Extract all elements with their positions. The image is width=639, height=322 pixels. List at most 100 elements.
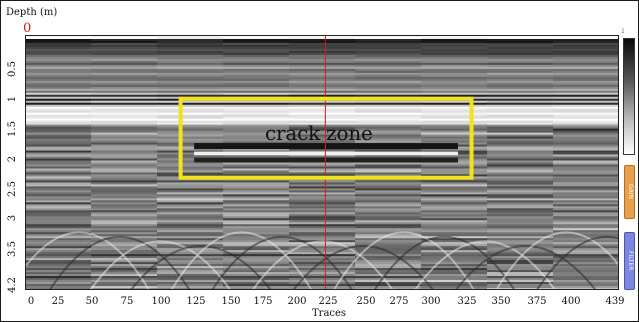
- reflection-band: [421, 134, 488, 138]
- reflection-band: [421, 122, 488, 126]
- crack-zone-box[interactable]: [178, 96, 474, 180]
- reflection-band: [487, 248, 554, 251]
- reflection-band: [421, 286, 488, 289]
- reflection-band: [25, 90, 92, 94]
- reflection-band: [355, 198, 422, 201]
- hyperbola-reflection: [48, 236, 191, 290]
- reflection-band: [289, 78, 356, 82]
- reflection-band: [487, 188, 554, 191]
- filter-tab[interactable]: FILTER: [624, 232, 635, 290]
- reflection-band: [289, 72, 356, 76]
- reflection-band: [25, 132, 92, 136]
- reflection-band: [223, 194, 290, 197]
- reflection-band: [157, 130, 224, 134]
- reflection-band: [487, 104, 554, 108]
- reflection-band: [553, 270, 619, 273]
- reflection-band: [223, 216, 290, 219]
- reflection-band: [289, 282, 356, 285]
- reflection-band: [91, 66, 158, 70]
- reflection-band: [355, 60, 422, 64]
- reflection-band: [553, 280, 619, 283]
- reflection-band: [289, 196, 356, 199]
- reflection-band: [25, 186, 92, 189]
- reflection-band: [487, 158, 554, 162]
- reflection-band: [289, 52, 356, 56]
- reflection-band: [487, 110, 554, 114]
- crack-zone-label: crack zone: [265, 121, 373, 145]
- reflection-band: [487, 206, 554, 209]
- reflection-band: [25, 170, 92, 174]
- reflection-band: [553, 160, 619, 164]
- reflection-band: [487, 168, 554, 172]
- reflection-band: [553, 244, 619, 247]
- reflection-band: [289, 228, 356, 231]
- reflection-band: [25, 254, 92, 257]
- reflection-band: [421, 278, 488, 281]
- reflection-band: [355, 128, 422, 132]
- reflection-band: [289, 222, 356, 225]
- reflection-band: [25, 248, 92, 251]
- reflection-band: [91, 130, 158, 134]
- reflection-band: [91, 246, 158, 249]
- reflection-band: [553, 44, 619, 48]
- reflection-band: [25, 168, 92, 172]
- reflection-band: [355, 56, 422, 60]
- reflection-band: [223, 78, 290, 82]
- reflection-band: [487, 118, 554, 122]
- reflection-band: [487, 94, 554, 98]
- reflection-band: [289, 122, 356, 126]
- reflection-band: [91, 116, 158, 120]
- reflection-band: [91, 84, 158, 88]
- reflection-band: [487, 136, 554, 140]
- reflection-band: [157, 36, 224, 40]
- radargram-plot[interactable]: [25, 35, 619, 290]
- reflection-band: [421, 124, 488, 128]
- reflection-band: [487, 272, 554, 275]
- reflection-band: [223, 208, 290, 211]
- reflection-band: [91, 286, 158, 289]
- reflection-band: [223, 116, 290, 120]
- reflection-band: [553, 154, 619, 158]
- reflection-band: [553, 194, 619, 197]
- reflection-band: [223, 198, 290, 201]
- reflection-band: [487, 164, 554, 168]
- reflection-band: [91, 272, 158, 275]
- reflection-band: [91, 56, 158, 60]
- reflection-band: [223, 124, 290, 128]
- reflection-band: [91, 48, 158, 52]
- reflection-band: [289, 136, 356, 140]
- reflection-band: [25, 262, 92, 265]
- reflection-band: [289, 246, 356, 249]
- reflection-band: [421, 258, 488, 261]
- reflection-band: [289, 56, 356, 60]
- reflection-band: [487, 246, 554, 249]
- reflection-band: [421, 132, 488, 136]
- reflection-band: [289, 112, 356, 116]
- reflection-band: [553, 124, 619, 128]
- reflection-band: [223, 52, 290, 56]
- reflection-band: [91, 124, 158, 128]
- reflection-band: [91, 86, 158, 90]
- reflection-band: [289, 86, 356, 90]
- gain-tab[interactable]: GAIN: [624, 165, 635, 219]
- color-scale-bar[interactable]: [623, 38, 635, 155]
- reflection-band: [157, 46, 224, 50]
- reflection-band: [91, 198, 158, 201]
- reflection-band: [421, 66, 488, 70]
- reflection-band: [157, 126, 224, 130]
- reflection-band: [25, 104, 92, 108]
- reflection-band: [157, 264, 224, 267]
- reflection-band: [223, 268, 290, 271]
- reflection-band: [157, 236, 224, 239]
- reflection-band: [487, 258, 554, 261]
- reflection-band: [91, 54, 158, 58]
- reflection-band: [25, 232, 92, 235]
- reflection-band: [91, 248, 158, 251]
- reflection-band: [157, 224, 224, 227]
- reflection-band: [157, 280, 224, 283]
- reflection-band: [157, 162, 224, 166]
- reflection-band: [487, 50, 554, 54]
- reflection-band: [25, 60, 92, 64]
- reflection-band: [355, 196, 422, 199]
- reflection-band: [91, 64, 158, 68]
